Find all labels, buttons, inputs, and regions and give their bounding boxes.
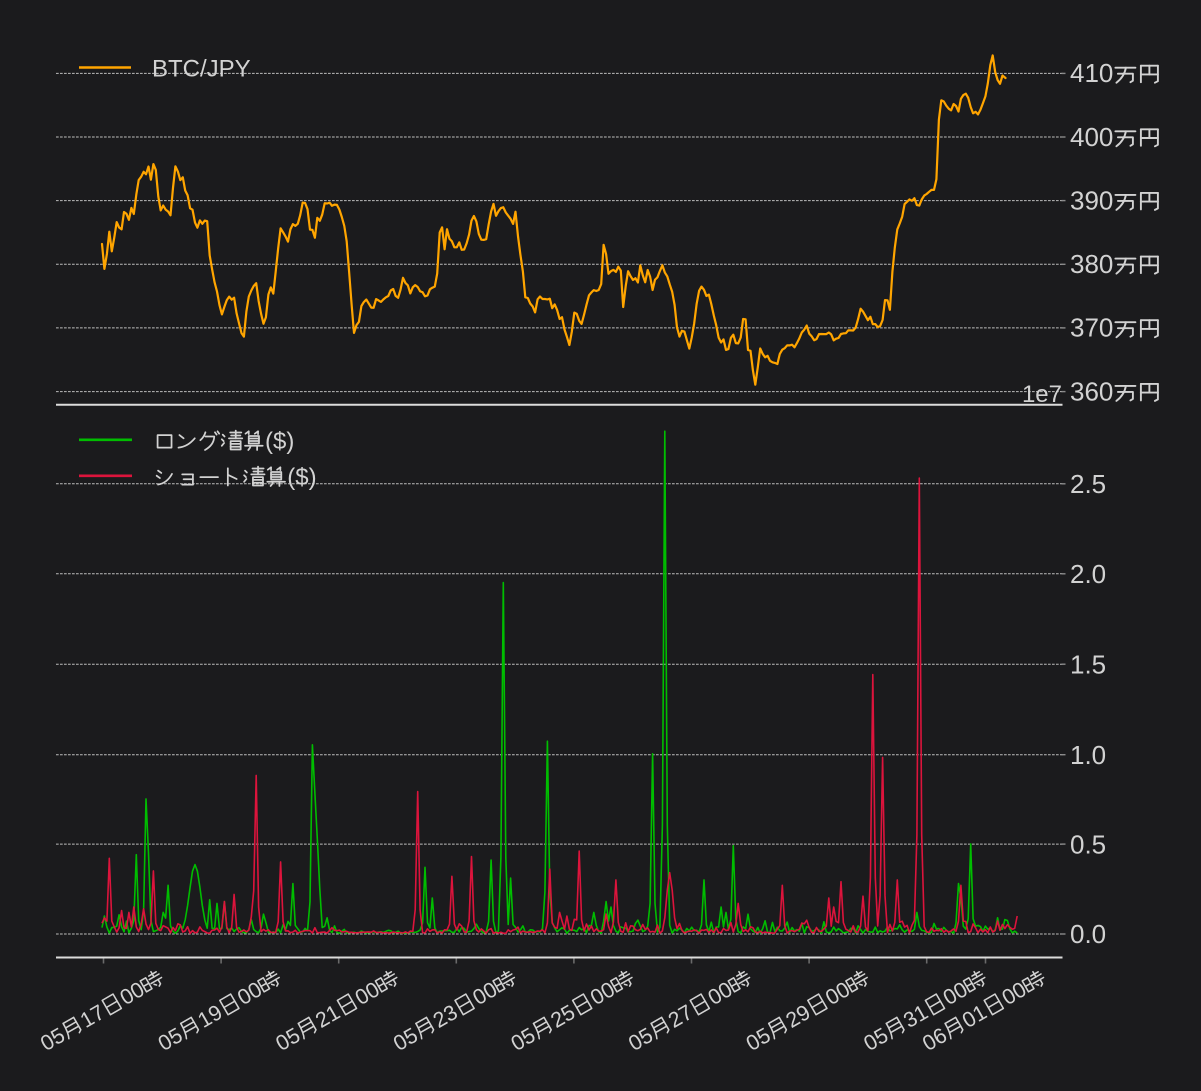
svg-text:0.5: 0.5: [1070, 829, 1106, 859]
svg-text:1.0: 1.0: [1070, 740, 1106, 770]
svg-text:400: 400: [1070, 122, 1113, 152]
svg-text:1e7: 1e7: [1022, 381, 1062, 408]
svg-text:BTC/JPY: BTC/JPY: [152, 56, 251, 83]
svg-text:($): ($): [265, 428, 294, 455]
svg-text:360: 360: [1070, 376, 1113, 406]
svg-text:1.5: 1.5: [1070, 649, 1106, 679]
svg-text:($): ($): [287, 464, 316, 491]
svg-text:380: 380: [1070, 249, 1113, 279]
svg-text:370: 370: [1070, 313, 1113, 343]
svg-text:390: 390: [1070, 185, 1113, 215]
svg-text:2.0: 2.0: [1070, 559, 1106, 589]
svg-text:410: 410: [1070, 58, 1113, 88]
svg-text:2.5: 2.5: [1070, 469, 1106, 499]
svg-text:0.0: 0.0: [1070, 919, 1106, 949]
